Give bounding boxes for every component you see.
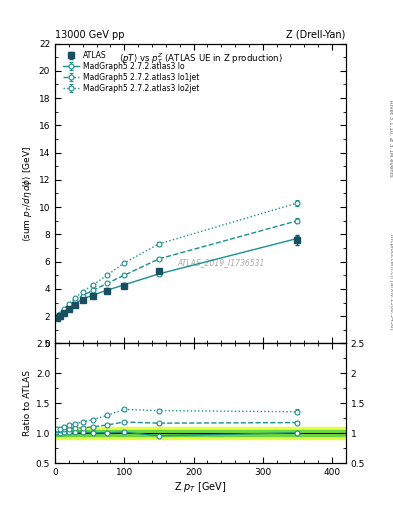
Text: ATLAS_2019_I1736531: ATLAS_2019_I1736531 [177,258,264,267]
Bar [55,428,346,439]
Y-axis label: Ratio to ATLAS: Ratio to ATLAS [23,370,31,436]
Bar [55,431,346,436]
Text: 13000 GeV pp: 13000 GeV pp [55,30,125,40]
Text: mcplots.cern.ch [arXiv:1306.3436]: mcplots.cern.ch [arXiv:1306.3436] [389,234,393,329]
Text: $\langle pT\rangle$ vs $p^Z_T$ (ATLAS UE in Z production): $\langle pT\rangle$ vs $p^Z_T$ (ATLAS UE… [119,51,282,66]
Y-axis label: $\langle$sum $p_T/d\eta\,d\phi\rangle$ [GeV]: $\langle$sum $p_T/d\eta\,d\phi\rangle$ [… [22,145,35,242]
Text: Rivet 3.1.10, ≥ 3.1M events: Rivet 3.1.10, ≥ 3.1M events [389,100,393,177]
Text: Z (Drell-Yan): Z (Drell-Yan) [286,30,346,40]
Legend: ATLAS, MadGraph5 2.7.2.atlas3 lo, MadGraph5 2.7.2.atlas3 lo1jet, MadGraph5 2.7.2: ATLAS, MadGraph5 2.7.2.atlas3 lo, MadGra… [59,47,204,97]
X-axis label: Z $p_T$ [GeV]: Z $p_T$ [GeV] [174,480,227,494]
